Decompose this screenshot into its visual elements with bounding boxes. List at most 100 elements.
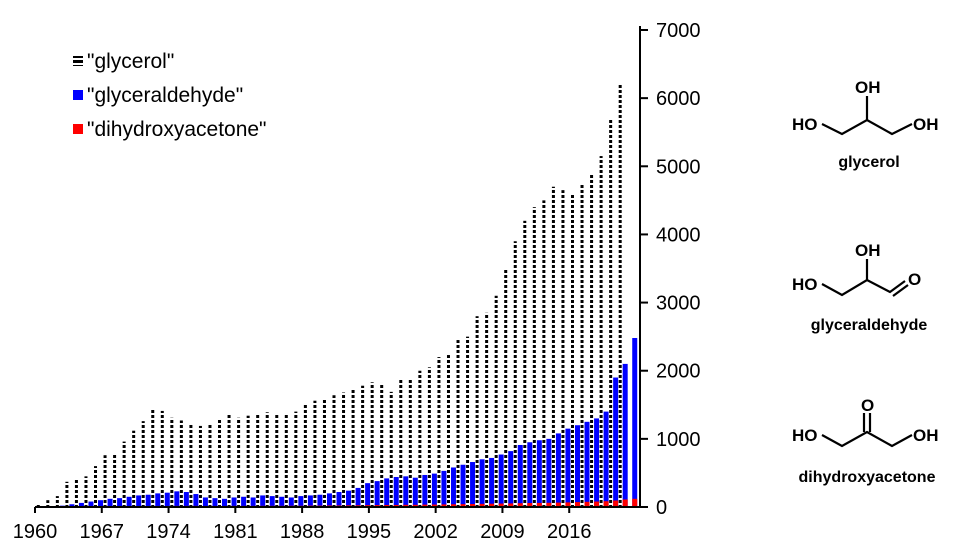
bar-glyceraldehyde-6 (98, 500, 104, 507)
bar-glyceraldehyde-50 (517, 444, 523, 507)
bar-glycerol-57 (580, 183, 584, 507)
bar-glycerol-23 (256, 413, 260, 507)
bar-glyceraldehyde-55 (565, 428, 571, 507)
bar-glycerol-20 (227, 413, 231, 507)
bar-dihydroxyacetone-60 (613, 500, 619, 507)
bar-glyceraldehyde-36 (384, 478, 390, 507)
bar-dihydroxyacetone-39 (412, 504, 418, 507)
bar-glyceraldehyde-37 (393, 477, 399, 507)
legend-label-0: "glycerol" (87, 50, 174, 73)
bar-glyceraldehyde-8 (117, 498, 123, 507)
x-tick-label-3: 1981 (213, 521, 258, 543)
bar-glycerol-0 (36, 504, 40, 507)
bar-dihydroxyacetone-57 (584, 501, 590, 507)
glyceraldehyde-structure (821, 259, 909, 297)
bar-glycerol-40 (418, 370, 422, 507)
bar-dihydroxyacetone-42 (441, 504, 447, 507)
bar-dihydroxyacetone-53 (546, 502, 552, 507)
bar-glyceraldehyde-49 (508, 451, 514, 507)
bar-glycerol-2 (55, 496, 59, 507)
glyceraldehyde-o-right: O (908, 270, 921, 289)
legend: "glycerol" "glyceraldehyde" "dihydroxyacet… (73, 50, 267, 141)
bar-glycerol-35 (370, 382, 374, 507)
bar-glyceraldehyde-3 (69, 504, 75, 507)
bar-glyceraldehyde-23 (260, 495, 266, 507)
bar-glycerol-21 (237, 417, 241, 507)
bar-glycerol-61 (618, 84, 622, 507)
bar-glycerol-53 (542, 200, 546, 508)
bar-glyceraldehyde-61 (622, 363, 628, 507)
bar-glyceraldehyde-17 (202, 497, 208, 507)
bar-glyceraldehyde-44 (460, 464, 466, 507)
bar-glyceraldehyde-35 (374, 481, 380, 507)
bar-glycerol-31 (332, 395, 336, 507)
bar-glycerol-10 (132, 430, 136, 507)
bar-glyceraldehyde-60 (613, 377, 619, 507)
bar-glycerol-25 (275, 415, 279, 507)
x-tick-label-4: 1988 (280, 521, 325, 543)
y-ticks-group: 0 1000 2000 3000 4000 5000 6000 7000 (640, 20, 701, 519)
bar-glycerol-33 (351, 389, 355, 507)
bar-glycerol-43 (446, 355, 450, 507)
bar-glycerol-18 (208, 423, 212, 507)
bar-dihydroxyacetone-44 (460, 504, 466, 507)
bar-glycerol-37 (389, 391, 393, 507)
bar-glycerol-48 (494, 295, 498, 507)
bar-glyceraldehyde-59 (603, 411, 609, 507)
bar-glycerol-13 (160, 410, 164, 507)
bar-dihydroxyacetone-55 (565, 502, 571, 507)
dha-ho-left: HO (792, 426, 818, 445)
bar-glyceraldehyde-29 (317, 494, 323, 507)
bar-glyceraldehyde-31 (336, 492, 342, 507)
bar-glycerol-47 (485, 312, 489, 507)
glycerol-label: glycerol (838, 154, 899, 171)
bar-glyceraldehyde-27 (298, 496, 304, 507)
bar-glyceraldehyde-5 (88, 501, 94, 507)
bar-glyceraldehyde-20 (231, 497, 237, 507)
bar-glycerol-1 (46, 500, 50, 507)
glycerol-ho-left: HO (792, 115, 818, 134)
bar-glyceraldehyde-34 (365, 483, 371, 507)
bar-dihydroxyacetone-41 (431, 504, 437, 507)
bar-dihydroxyacetone-45 (470, 504, 476, 507)
y-tick-label-3: 3000 (656, 293, 701, 315)
bar-glycerol-9 (122, 441, 126, 507)
bar-glyceraldehyde-4 (78, 502, 84, 507)
bar-glycerol-54 (551, 186, 555, 508)
glycerol-oh-top: OH (855, 78, 881, 97)
bar-glyceraldehyde-39 (412, 477, 418, 507)
legend-label-1: "glyceraldehyde" (87, 84, 243, 107)
bar-glycerol-60 (609, 118, 613, 507)
bar-glycerol-46 (475, 316, 479, 507)
bar-glycerol-50 (513, 241, 517, 508)
x-tick-label-7: 2009 (480, 521, 525, 543)
bar-glycerol-44 (456, 340, 460, 507)
bar-glyceraldehyde-15 (183, 492, 189, 507)
bar-glycerol-27 (294, 411, 298, 507)
bar-glyceraldehyde-33 (355, 487, 361, 507)
bar-dihydroxyacetone-61 (622, 499, 628, 507)
bar-glycerol-52 (532, 207, 536, 508)
bar-glycerol-49 (504, 268, 508, 507)
bar-glyceraldehyde-40 (422, 474, 428, 507)
bar-glyceraldehyde-32 (346, 490, 352, 507)
bar-glyceraldehyde-52 (536, 440, 542, 507)
bar-glycerol-30 (322, 399, 326, 507)
bar-glyceraldehyde-12 (155, 493, 161, 507)
bar-dihydroxyacetone-49 (508, 503, 514, 507)
bar-glyceraldehyde-53 (546, 438, 552, 507)
glyceraldehyde-ho-left: HO (792, 275, 818, 294)
glycerol-structure (821, 96, 913, 136)
bar-glyceraldehyde-43 (450, 467, 456, 507)
glyceraldehyde-label: glyceraldehyde (811, 317, 928, 334)
y-tick-label-1: 1000 (656, 429, 701, 451)
bar-glycerol-32 (342, 392, 346, 507)
bar-glycerol-36 (380, 382, 384, 507)
bar-glyceraldehyde-11 (145, 494, 151, 507)
bar-glyceraldehyde-51 (527, 442, 533, 507)
glyceraldehyde-oh-top: OH (855, 241, 881, 260)
bar-dihydroxyacetone-58 (594, 501, 600, 507)
bar-glycerol-34 (361, 385, 365, 507)
bar-glycerol-28 (303, 403, 307, 507)
